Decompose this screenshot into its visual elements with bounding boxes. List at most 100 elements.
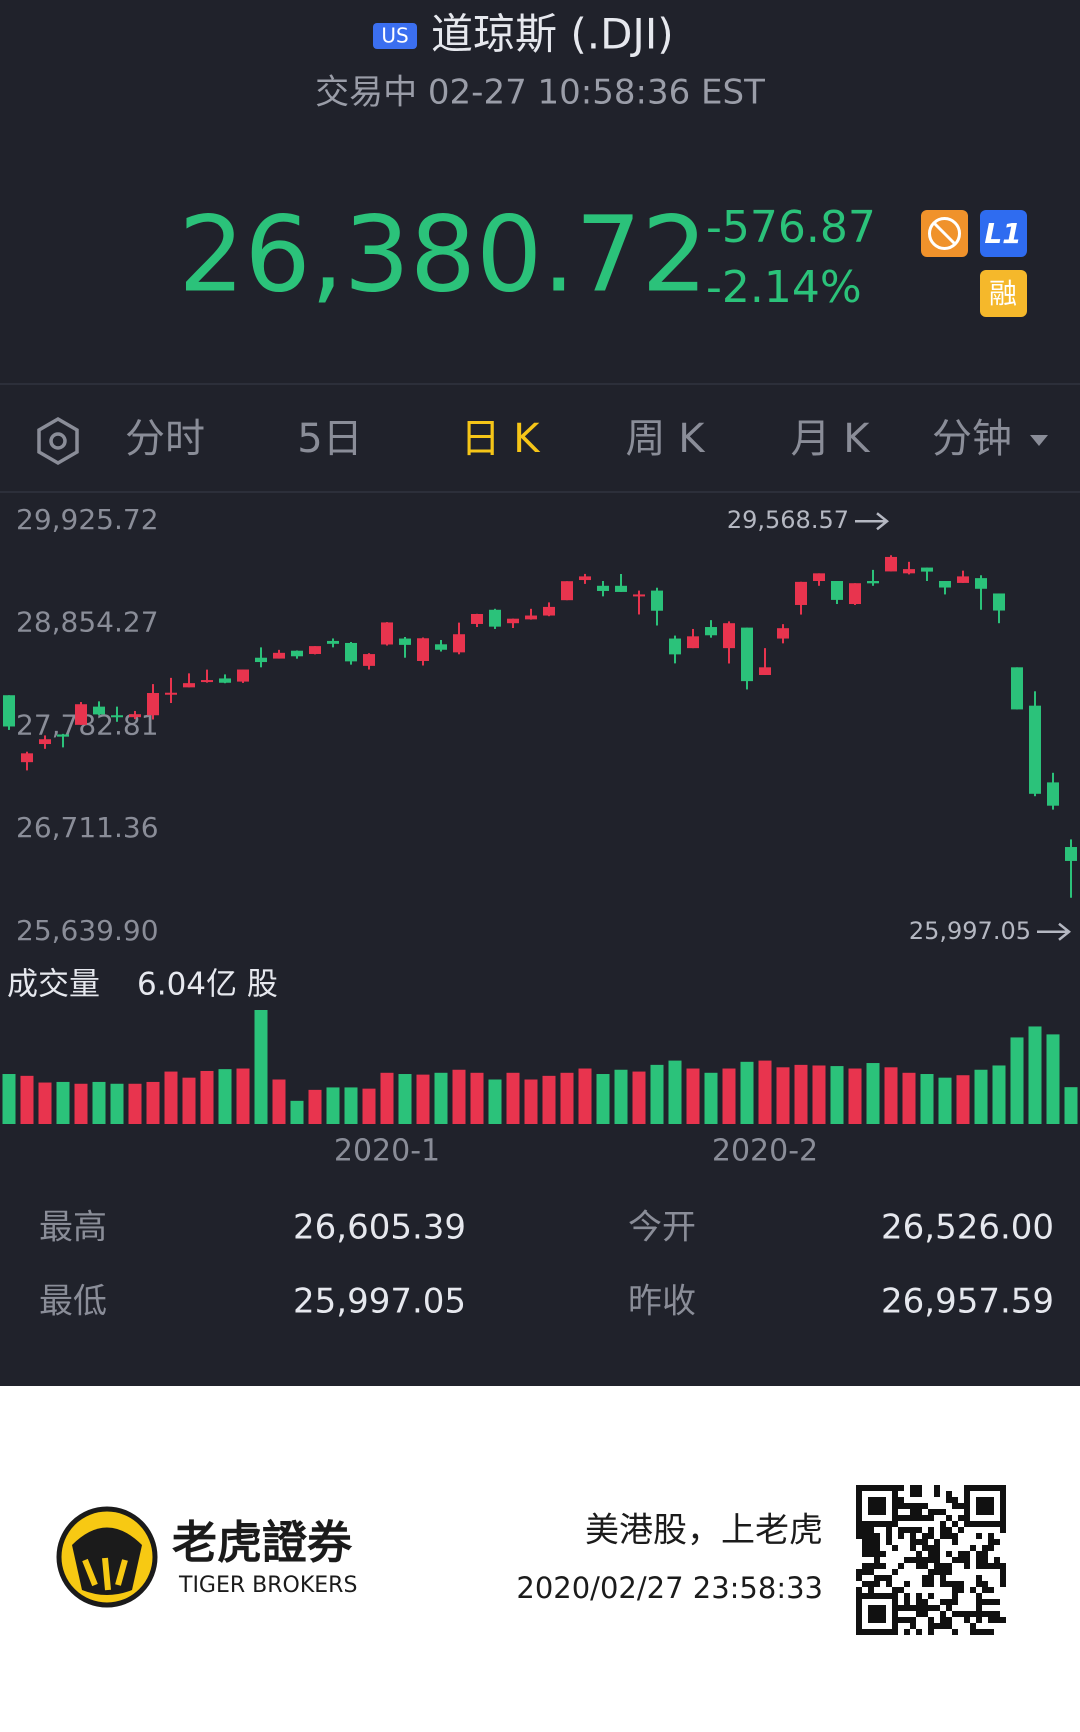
annotation: 29,568.57 [727,506,849,534]
qr-cell [898,1617,904,1623]
volume-bar [326,1087,340,1124]
candle-body [417,638,429,661]
stat-value: 26,605.39 [293,1208,466,1248]
candle-body [3,695,15,727]
qr-cell [976,1581,982,1587]
qr-cell [1000,1563,1006,1569]
qr-cell [976,1599,982,1605]
qr-cell [940,1509,946,1515]
qr-cell [868,1587,874,1593]
qr-cell [868,1533,874,1539]
candle-body [57,734,69,737]
qr-cell [928,1593,934,1599]
annotation-arrow [1037,922,1072,941]
qr-cell [934,1485,940,1491]
qr-cell [916,1563,922,1569]
qr-cell [862,1569,868,1575]
qr-cell [952,1497,958,1503]
dark-panel [0,0,1080,1386]
candle-body [471,613,483,624]
qr-cell [910,1509,916,1515]
qr-cell [934,1623,940,1629]
qr-cell [958,1503,964,1509]
volume-bar [398,1074,412,1124]
qr-cell [976,1557,982,1563]
qr-cell [868,1527,874,1533]
qr-cell [928,1605,934,1611]
volume-bar [704,1072,718,1124]
candle-body [147,693,159,716]
qr-cell [868,1563,874,1569]
volume-bar [1010,1037,1024,1124]
volume-bar [830,1066,844,1124]
tab[interactable]: 日 K [461,416,542,462]
qr-cell [946,1551,952,1557]
qr-cell [892,1587,898,1593]
qr-cell [934,1491,940,1497]
qr-cell [928,1557,934,1563]
settings-icon[interactable] [37,416,79,466]
qr-cell [910,1485,916,1491]
qr-cell [892,1545,898,1551]
volume-bar [938,1077,952,1124]
qr-cell [904,1527,910,1533]
candle-body [615,585,627,592]
qr-cell [934,1557,940,1563]
qr-cell [862,1545,868,1551]
volume-bar [164,1071,178,1124]
title: 道琼斯 (.DJI) [431,10,674,59]
volume-bar [794,1064,808,1124]
qr-cell [982,1545,988,1551]
volume-bar [632,1071,646,1124]
qr-cell [922,1575,928,1581]
qr-cell [946,1623,952,1629]
qr-cell [928,1575,934,1581]
volume-bar [524,1079,538,1124]
qr-cell [952,1521,958,1527]
qr-cell [904,1557,910,1563]
tab-bar: 分时 5日 日 K 周 K 月 K 分钟 [125,416,1048,462]
qr-cell [946,1491,952,1497]
candle-body [543,606,555,616]
tab[interactable]: 分钟 [932,416,1012,462]
candle-body [165,692,177,695]
qr-cell [994,1539,1000,1545]
qr-cell [988,1563,994,1569]
tab[interactable]: 月 K [791,416,872,462]
qr-cell [916,1527,922,1533]
qr-cell [970,1587,976,1593]
qr-cell [964,1557,970,1563]
volume-bar [380,1072,394,1124]
qr-cell [916,1515,922,1521]
volume-bar [686,1068,700,1124]
tab[interactable]: 5日 [297,416,362,462]
volume-bar [1064,1087,1078,1124]
footer-panel [0,1386,1080,1732]
qr-cell [946,1515,952,1521]
qr-cell [874,1533,880,1539]
tab[interactable]: 分时 [125,416,205,462]
volume-bar [884,1067,898,1124]
volume-bar [38,1082,52,1124]
volume-bar [254,1010,268,1124]
qr-cell [898,1563,904,1569]
candle-body [39,739,51,745]
volume-bar [506,1072,520,1124]
qr-cell [856,1527,862,1533]
candle-body [1011,667,1023,710]
volume-bar [578,1068,592,1124]
margin-text: 融 [989,277,1017,310]
qr-cell [880,1563,886,1569]
qr-cell [898,1515,904,1521]
qr-cell [946,1533,952,1539]
dropdown-arrow [1030,435,1048,446]
qr-code [856,1485,1006,1635]
qr-cell [916,1509,922,1515]
qr-cell [862,1533,868,1539]
qr-finder-dot [868,1497,886,1515]
tab[interactable]: 周 K [626,416,707,462]
qr-cell [976,1551,982,1557]
candle-body [597,585,609,591]
qr-cell [874,1575,880,1581]
